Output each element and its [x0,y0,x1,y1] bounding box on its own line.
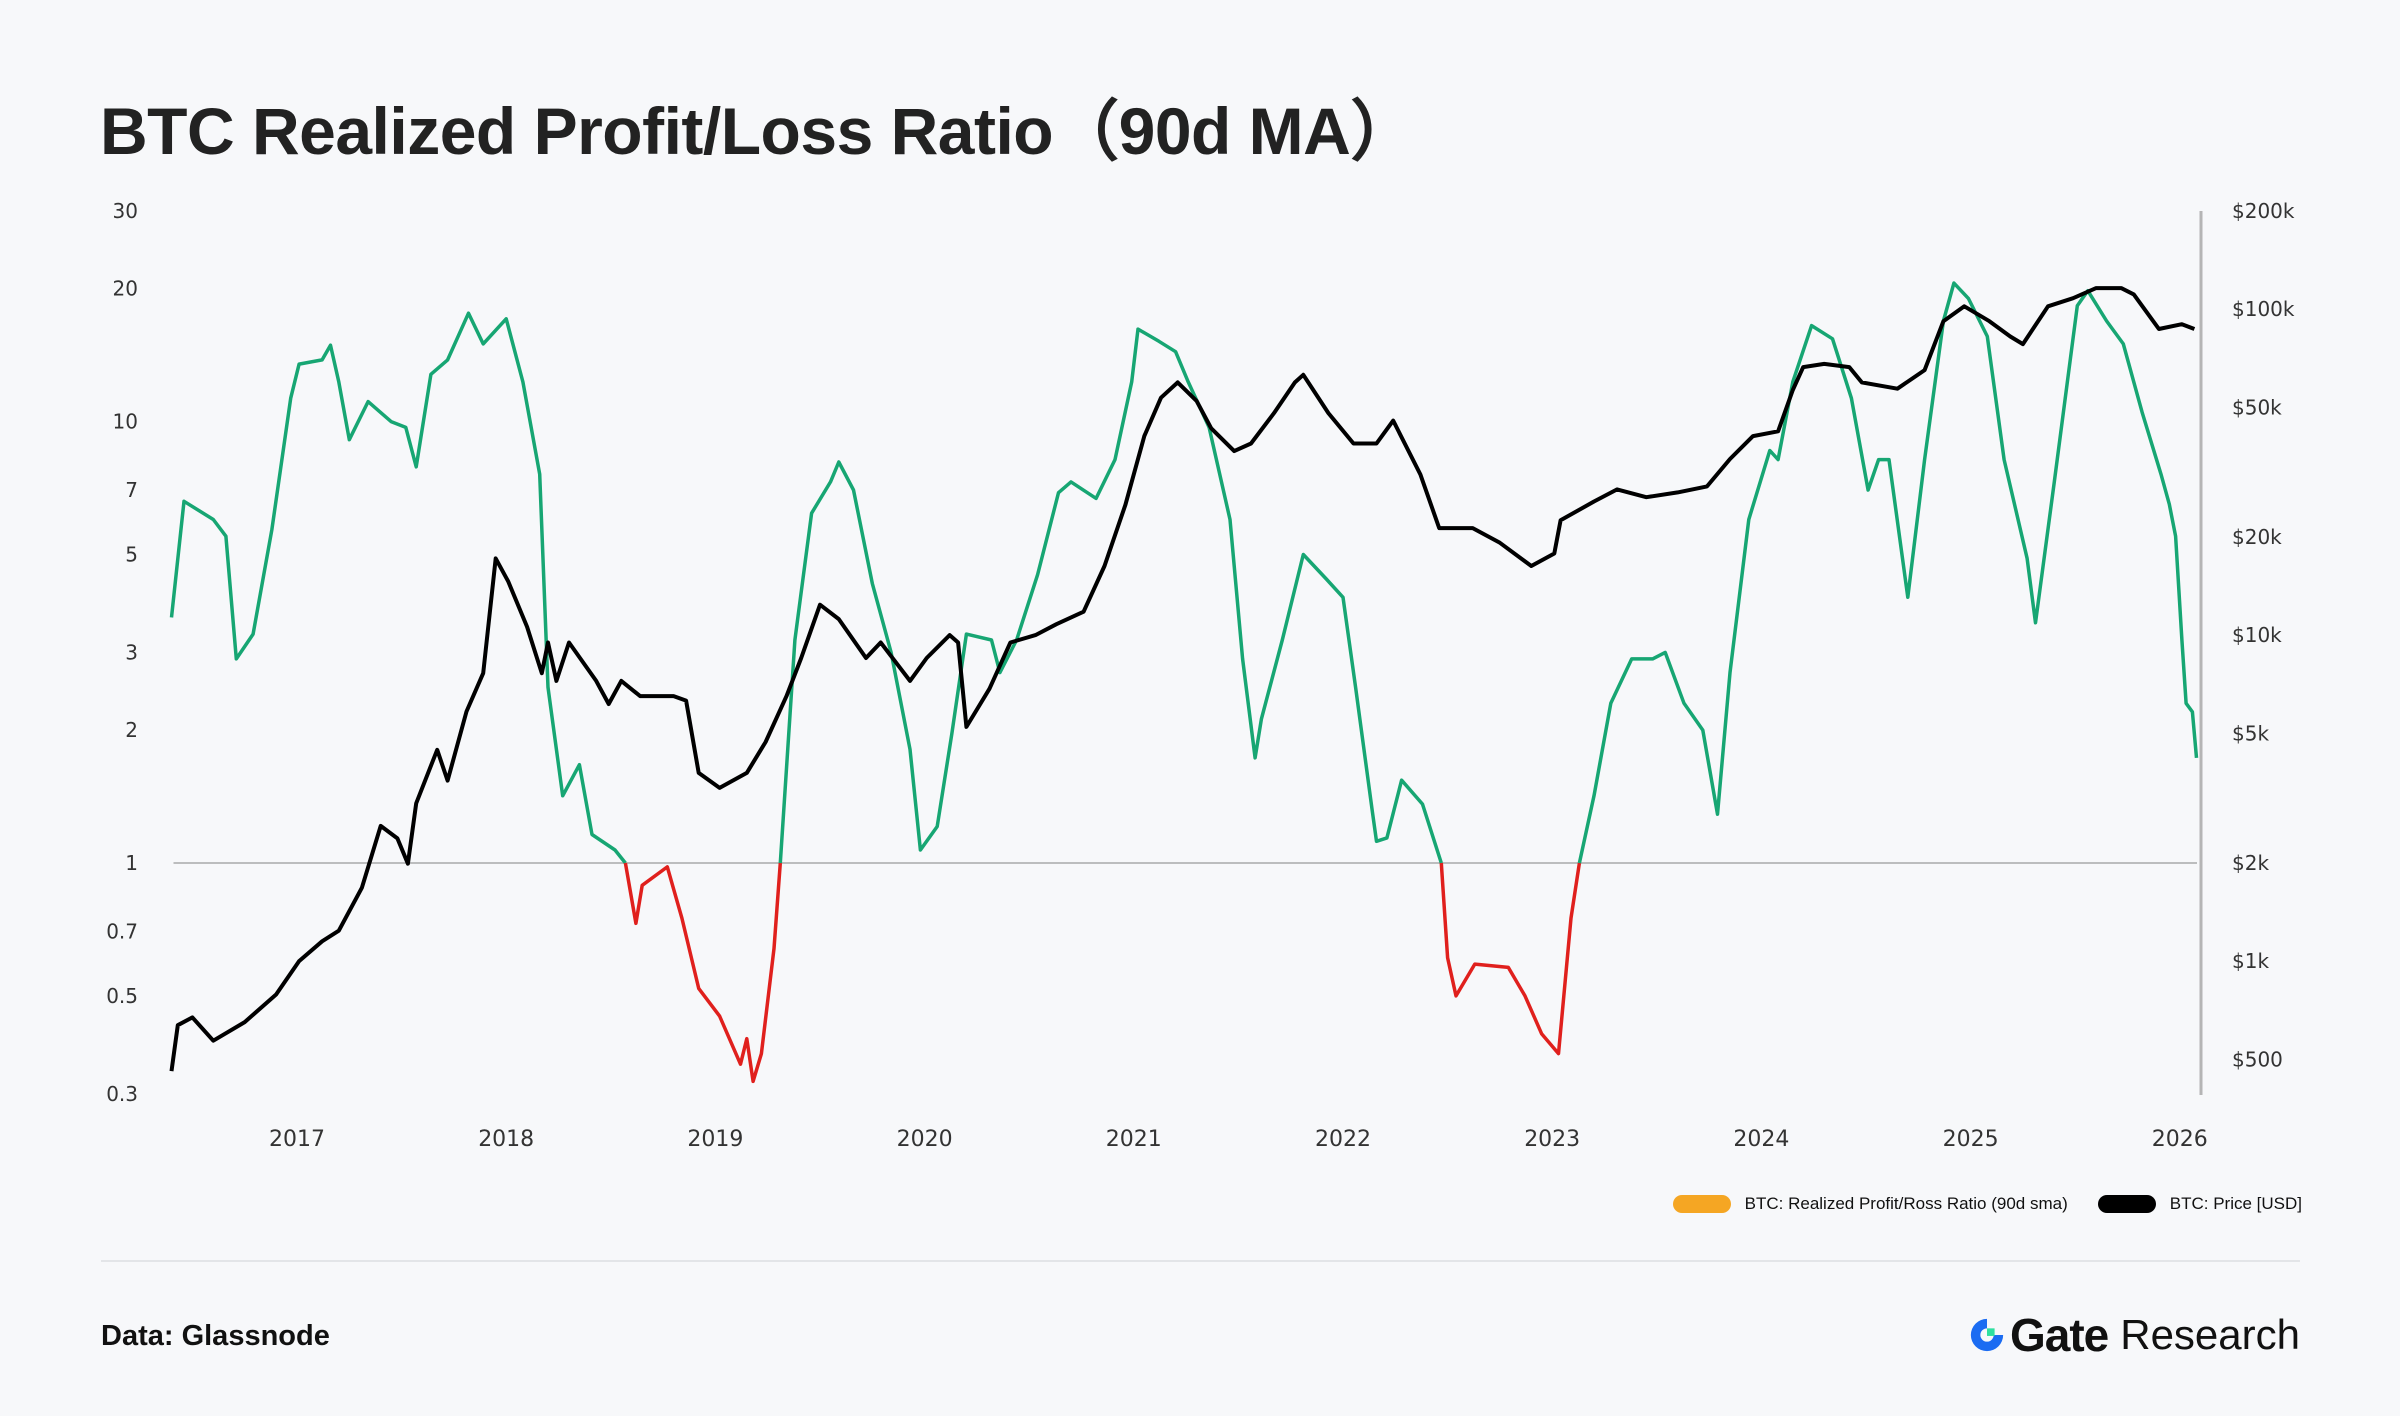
left-tick-label: 7 [125,478,138,502]
left-tick-label: 1 [125,851,138,875]
x-tick-label: 2019 [687,1127,743,1152]
left-tick-label: 2 [125,718,138,742]
gate-logo-icon [1970,1318,2004,1352]
left-tick-label: 0.7 [106,919,138,943]
left-tick-label: 20 [113,277,138,301]
right-tick-label: $20k [2232,525,2282,549]
right-tick-label: $50k [2232,395,2282,419]
gate-research-logo: Gate Research [1968,1308,2300,1362]
x-tick-label: 2023 [1524,1127,1580,1152]
series-btc-price [169,286,2196,1072]
legend-label-ratio: BTC: Realized Profit/Ross Ratio (90d sma… [1744,1194,2068,1213]
data-source: Data: Glassnode [101,1320,330,1352]
x-tick-label: 2024 [1733,1127,1789,1152]
left-tick-label: 0.5 [106,984,138,1008]
legend-swatch-price [2097,1195,2156,1213]
x-tick-label: 2018 [478,1127,534,1152]
ratio-line-segment-loss [1439,862,1582,1056]
right-tick-label: $5k [2232,721,2269,745]
right-axis-ticks: $200k $100k $50k $20k $10k $5k $2k $1k $500 [2232,199,2295,1071]
right-tick-label: $200k [2232,199,2295,223]
right-tick-label: $2k [2232,851,2269,875]
x-tick-label: 2026 [2152,1127,2208,1152]
x-tick-label: 2020 [897,1127,953,1152]
legend-label-price: BTC: Price [USD] [2169,1194,2302,1213]
right-tick-label: $10k [2232,623,2282,647]
price-line [169,286,2196,1072]
legend-swatch-ratio [1672,1195,1731,1213]
left-axis-ticks: 30 20 10 7 5 3 2 1 0.7 0.5 0.3 [106,199,138,1106]
ratio-line-segment-profit [778,327,1443,864]
x-tick-label: 2017 [269,1127,325,1152]
legend: BTC: Realized Profit/Ross Ratio (90d sma… [1657,1194,2302,1214]
left-tick-label: 0.3 [106,1082,138,1106]
ratio-line-segment-profit [1577,281,2199,864]
right-tick-label: $1k [2232,949,2269,973]
brand-name: Gate [2009,1309,2109,1361]
right-tick-label: $100k [2232,297,2295,321]
left-tick-label: 3 [125,640,138,664]
ratio-line-segment-loss [623,862,783,1084]
left-tick-label: 10 [113,410,138,434]
left-tick-label: 5 [125,542,138,566]
footer-divider [101,1260,2300,1262]
x-tick-label: 2022 [1315,1127,1371,1152]
x-tick-label: 2025 [1943,1127,1999,1152]
series-realized-profit-loss-ratio [169,281,2199,1084]
right-tick-label: $500 [2232,1047,2283,1071]
chart-title: BTC Realized Profit/Loss Ratio（90d MA） [100,94,1416,168]
brand-suffix: Research [2120,1311,2300,1358]
left-tick-label: 30 [113,199,138,223]
legend-item-ratio[interactable]: BTC: Realized Profit/Ross Ratio (90d sma… [1672,1194,2068,1214]
x-axis-ticks: 2017 2018 2019 2020 2021 2022 2023 2024 2025 2026 [269,1127,2208,1152]
x-tick-label: 2021 [1106,1127,1162,1152]
legend-item-price[interactable]: BTC: Price [USD] [2097,1194,2302,1214]
ratio-line-segment-profit [169,311,627,865]
